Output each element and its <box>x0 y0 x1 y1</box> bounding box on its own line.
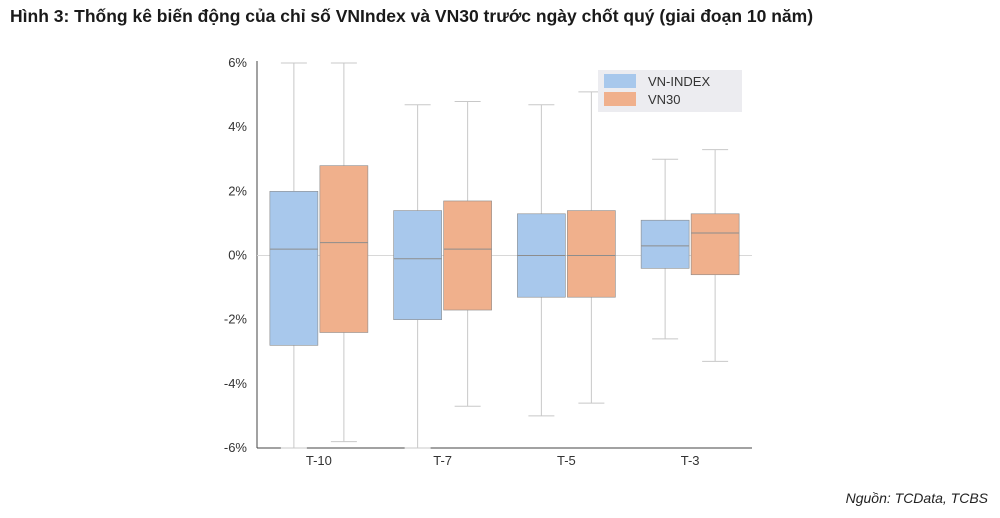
box-vn30 <box>319 165 369 333</box>
legend-swatch <box>604 74 636 88</box>
legend-label: VN-INDEX <box>648 74 710 89</box>
box-vn30 <box>567 210 616 298</box>
box-vn-index <box>269 191 319 346</box>
y-tick-label: -2% <box>224 312 248 327</box>
chart-title: Hình 3: Thống kê biến động của chỉ số VN… <box>10 6 814 26</box>
y-tick-label: 6% <box>228 55 247 70</box>
legend-swatch <box>604 92 636 106</box>
y-tick-label: -6% <box>224 440 248 455</box>
box-vn-index <box>393 210 442 320</box>
x-tick-label: T-7 <box>433 453 452 468</box>
source-note: Nguồn: TCData, TCBS <box>845 490 988 506</box>
y-tick-label: 0% <box>228 248 247 263</box>
x-tick-label: T-3 <box>681 453 700 468</box>
box-vn-index <box>640 219 690 269</box>
box-vn30 <box>443 200 492 311</box>
x-tick-label: T-5 <box>557 453 576 468</box>
legend-label: VN30 <box>648 92 681 107</box>
y-tick-label: 2% <box>228 183 247 198</box>
box-vn30 <box>690 213 740 276</box>
y-tick-label: -4% <box>224 376 248 391</box>
y-tick-label: 4% <box>228 119 247 134</box>
x-tick-label: T-10 <box>306 453 332 468</box>
